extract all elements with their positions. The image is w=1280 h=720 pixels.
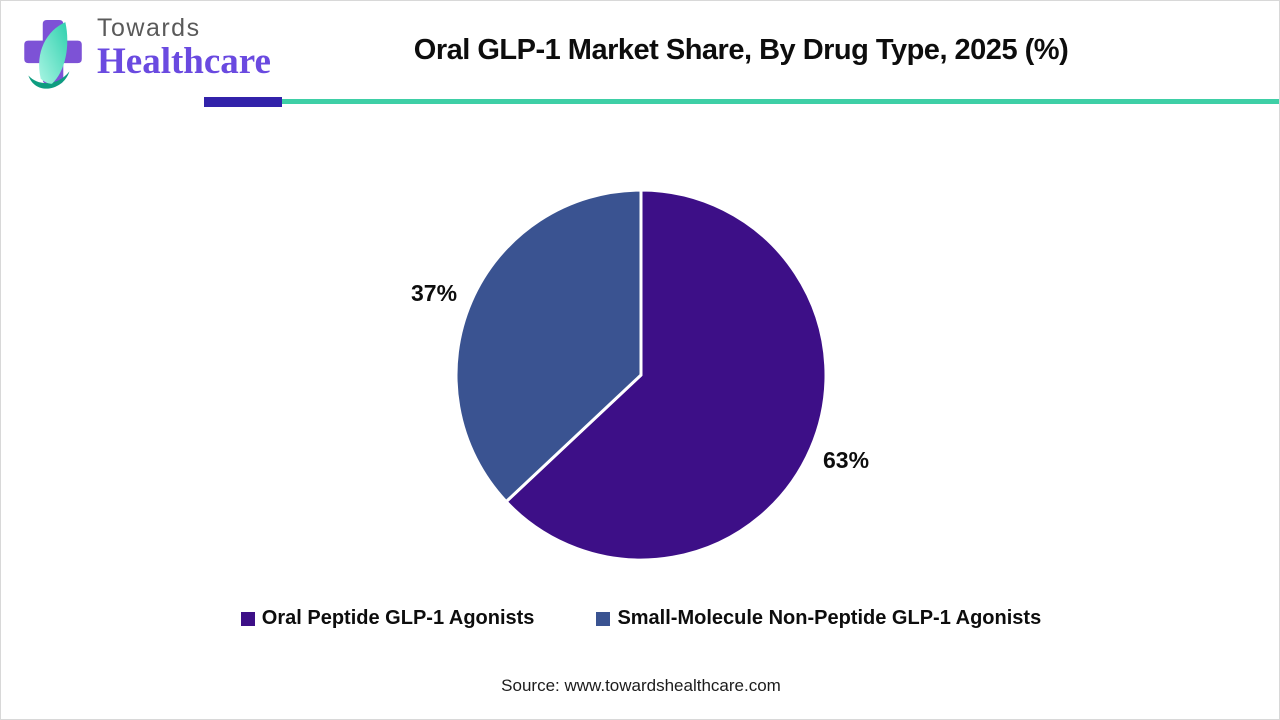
logo-towards-text: Towards <box>97 14 201 42</box>
logo-leaf <box>39 22 68 84</box>
pie-chart <box>454 188 828 562</box>
title-accent-bar <box>204 97 282 107</box>
legend-swatch-purple <box>240 611 255 626</box>
towards-healthcare-logo: Towards Healthcare <box>21 13 271 95</box>
slice-label-37: 37% <box>411 280 458 306</box>
chart-title: Oral GLP-1 Market Share, By Drug Type, 2… <box>413 34 1069 66</box>
pie-slice-1 <box>454 188 643 504</box>
logo-healthcare-text: Healthcare <box>97 41 271 82</box>
logo-swoosh <box>28 71 70 89</box>
slice-label-63: 63% <box>823 447 870 473</box>
healthcare-cross-leaf-icon <box>24 20 82 89</box>
legend-item-small-molecule: Small-Molecule Non-Peptide GLP-1 Agonist… <box>596 607 1041 630</box>
legend-item-oral-peptide: Oral Peptide GLP-1 Agonists <box>240 607 535 630</box>
source-text: Source: www.towardshealthcare.com <box>501 676 781 695</box>
legend-label: Small-Molecule Non-Peptide GLP-1 Agonist… <box>617 607 1042 629</box>
legend-swatch-blue <box>596 611 611 626</box>
logo-wordmark: Towards Healthcare <box>97 13 271 81</box>
pie-slices-group <box>454 188 828 562</box>
chart-legend: Oral Peptide GLP-1 Agonists Small-Molecu… <box>1 607 1279 630</box>
title-accent-line <box>282 99 1279 104</box>
pie-slice-0 <box>504 188 828 562</box>
legend-label: Oral Peptide GLP-1 Agonists <box>261 607 535 629</box>
